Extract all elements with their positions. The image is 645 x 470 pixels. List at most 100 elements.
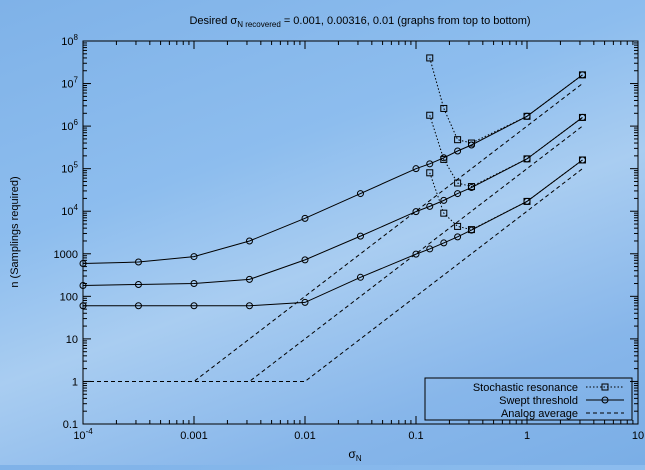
series-line (82, 74, 583, 265)
x-tick-label: 0.01 (294, 430, 315, 442)
data-point (578, 113, 586, 121)
series-line (83, 83, 583, 382)
y-tick-label: 100 (60, 291, 78, 303)
series-st-5 (79, 156, 586, 310)
series-aa-7 (83, 125, 583, 382)
y-tick-label-base: 1000 (54, 249, 78, 261)
y-tick-label-base: 10 (61, 36, 73, 48)
data-point (578, 156, 586, 164)
x-axis-label-main: σ (348, 447, 356, 461)
y-tick-label: 1000 (54, 249, 78, 261)
x-tick-label-base: 10 (73, 430, 85, 442)
chart-title: Desired σN recovered = 0.001, 0.00316, 0… (189, 15, 530, 29)
series-st-4 (79, 113, 586, 289)
x-tick-label-base: 0.01 (294, 430, 315, 442)
y-tick-label-exp: 7 (74, 76, 79, 85)
series-aa-8 (83, 168, 583, 382)
data-point (454, 190, 462, 198)
x-tick-label: 0.1 (408, 430, 423, 442)
data-point (426, 245, 434, 253)
data-point (440, 154, 448, 162)
y-tick-label: 104 (61, 203, 78, 218)
series-st-3 (79, 71, 586, 268)
series-line (83, 168, 583, 382)
y-tick-label: 108 (61, 33, 78, 48)
y-tick-label-base: 10 (61, 164, 73, 176)
data-point (79, 302, 87, 310)
chart-title-suffix: = 0.001, 0.00316, 0.01 (graphs from top … (281, 15, 531, 27)
legend-label: Analog average (501, 408, 578, 420)
axes: 10-4 0.001 0.01 0.1 1 100.1110100100010410510… (54, 33, 645, 442)
series-line (429, 57, 583, 144)
data-point (356, 273, 364, 281)
series-sr-2 (426, 156, 586, 234)
data-point (79, 260, 87, 268)
data-point (454, 222, 462, 230)
data-point (301, 214, 309, 222)
x-tick-label: 0.001 (180, 430, 208, 442)
legend-marker (601, 383, 609, 391)
data-point (301, 256, 309, 264)
y-tick-label: 107 (61, 76, 78, 91)
y-tick-label-base: 100 (60, 291, 78, 303)
y-tick-label-exp: 4 (74, 203, 79, 212)
data-point (454, 136, 462, 144)
data-point (412, 250, 420, 258)
x-tick-label: 10-4 (73, 427, 93, 442)
data-point (190, 253, 198, 261)
data-point (440, 209, 448, 217)
y-tick-label-exp: 6 (74, 118, 79, 127)
y-tick-label-base: 10 (66, 334, 78, 346)
data-point (467, 184, 475, 192)
data-point (301, 298, 309, 306)
data-point (467, 141, 475, 149)
y-tick-label: 0.1 (63, 419, 78, 431)
data-point (134, 302, 142, 310)
y-tick-label-exp: 8 (74, 33, 79, 42)
y-tick-label-base: 10 (61, 121, 73, 133)
series-line (429, 159, 583, 231)
series-aa-6 (83, 83, 583, 382)
data-point (426, 160, 434, 168)
data-point (245, 275, 253, 283)
y-tick-label-base: 10 (61, 79, 73, 91)
data-point (412, 165, 420, 173)
legend-marker (601, 396, 609, 404)
data-point (426, 169, 434, 177)
x-tick-label-base: 0.001 (180, 430, 208, 442)
data-point (440, 104, 448, 112)
data-point (440, 196, 448, 204)
y-tick-label: 105 (61, 161, 78, 176)
y-tick-label-base: 0.1 (63, 419, 78, 431)
data-point (426, 54, 434, 62)
chart-title-prefix: Desired σ (189, 15, 237, 27)
data-point (426, 111, 434, 119)
series-sr-1 (426, 111, 586, 191)
data-point (412, 208, 420, 216)
data-point (440, 239, 448, 247)
plot-area (79, 54, 586, 382)
series-line (429, 115, 583, 188)
x-tick-label-exp: -4 (86, 427, 94, 436)
data-point (454, 233, 462, 241)
series-line (83, 125, 583, 382)
series-line (83, 159, 583, 307)
data-point (245, 237, 253, 245)
data-point (454, 147, 462, 155)
y-tick-label: 10 (66, 334, 78, 346)
x-tick-label: 1 (524, 430, 530, 442)
x-tick-label-base: 10 (632, 430, 644, 442)
chart-title-subscript: N recovered (237, 20, 281, 29)
y-tick-label-exp: 5 (74, 161, 79, 170)
data-point (426, 202, 434, 210)
data-point (356, 232, 364, 240)
legend-box (424, 377, 633, 421)
x-tick-label-base: 0.1 (408, 430, 423, 442)
y-tick-label-base: 10 (61, 206, 73, 218)
data-point (134, 258, 142, 266)
y-axis-label: n (Samplings required) (9, 176, 21, 287)
y-tick-label: 106 (61, 118, 78, 133)
